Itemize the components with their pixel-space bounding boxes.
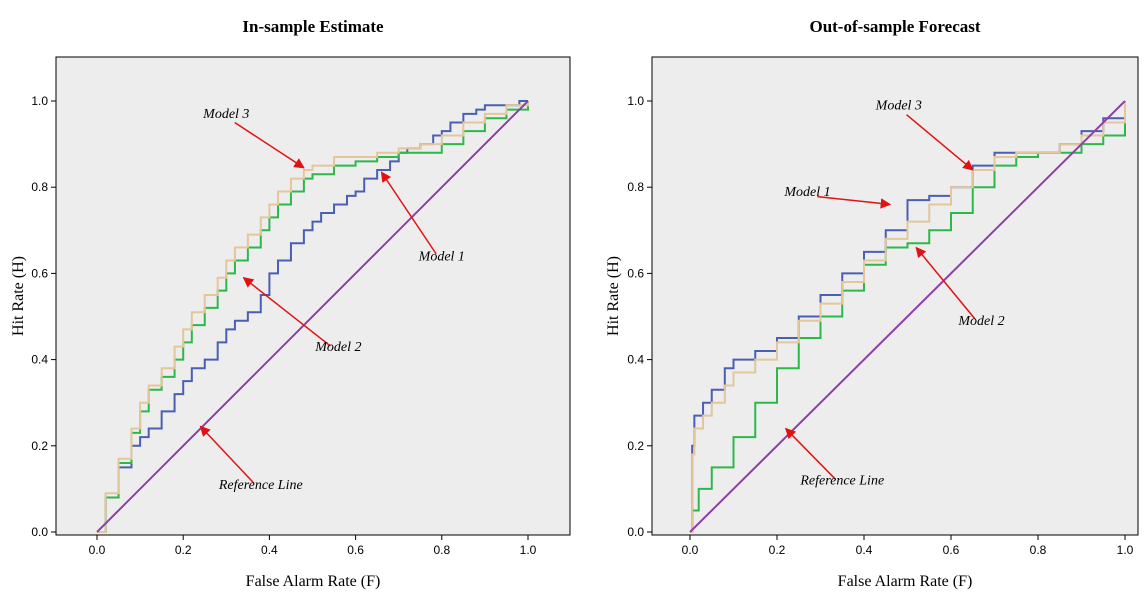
x-tick-label: 0.0 <box>682 543 699 557</box>
axis-ticks: 0.0 0.2 0.4 0.6 0.8 1.0 0.0 0.2 0.4 0.6 0.8 1.0 <box>627 94 1133 557</box>
y-tick-label: 0.6 <box>627 266 644 280</box>
y-axis-label: Hit Rate (H) <box>10 256 27 336</box>
annotation-arrow <box>242 277 331 347</box>
y-tick-label: 0.4 <box>627 353 644 367</box>
chart-title: In-sample Estimate <box>242 17 384 36</box>
annotation-label: Model 1 <box>418 249 465 264</box>
annotation-arrow <box>915 246 976 320</box>
out-of-sample-chart: Out-of-sample Forecast False Alarm Rate … <box>605 17 1139 590</box>
y-tick-label: 0.0 <box>627 525 644 539</box>
annotation-arrow <box>784 427 836 480</box>
y-axis-label: Hit Rate (H) <box>605 256 622 336</box>
annotation-label: Model 3 <box>202 107 249 122</box>
reference-line <box>689 100 1126 533</box>
y-tick-label: 0.0 <box>31 525 48 539</box>
y-tick-label: 0.2 <box>31 439 48 453</box>
model1-line <box>97 100 528 533</box>
annotation-label: Model 1 <box>783 185 830 200</box>
annotations: Model 3 Model 1 Model 2 Reference Line <box>783 99 1004 489</box>
annotation-label: Model 3 <box>875 99 922 114</box>
annotation-label: Model 2 <box>314 340 361 355</box>
y-tick-label: 1.0 <box>627 94 644 108</box>
annotation-arrow <box>380 171 437 255</box>
y-tick-label: 0.8 <box>627 180 644 194</box>
x-axis-label: False Alarm Rate (F) <box>246 573 381 590</box>
y-tick-label: 0.2 <box>627 439 644 453</box>
axis-ticks: 0.0 0.2 0.4 0.6 0.8 1.0 0.0 0.2 0.4 0.6 0.8 1.0 <box>31 94 536 557</box>
x-tick-label: 1.0 <box>520 543 537 557</box>
series-lines <box>689 100 1126 533</box>
in-sample-chart: In-sample Estimate False Alarm Rate (F) … <box>10 17 571 590</box>
annotation-label: Reference Line <box>218 478 303 493</box>
x-tick-label: 0.8 <box>1030 543 1047 557</box>
annotation-arrow <box>234 121 305 169</box>
annotation-arrow <box>906 114 974 171</box>
annotation-arrow <box>817 195 892 209</box>
annotation-arrow <box>199 425 255 484</box>
reference-line <box>96 100 529 533</box>
x-tick-label: 0.0 <box>89 543 106 557</box>
x-tick-label: 0.2 <box>175 543 192 557</box>
y-tick-label: 1.0 <box>31 94 48 108</box>
plot-area-bg <box>55 56 571 536</box>
model3-line <box>690 101 1126 533</box>
x-tick-label: 0.4 <box>856 543 873 557</box>
annotation-label: Reference Line <box>799 474 884 489</box>
y-tick-label: 0.6 <box>31 266 48 280</box>
x-tick-label: 0.8 <box>433 543 450 557</box>
x-tick-label: 1.0 <box>1117 543 1134 557</box>
annotations: Model 3 Model 1 Model 2 Reference Line <box>199 107 465 493</box>
series-lines <box>96 100 529 533</box>
x-tick-label: 0.6 <box>347 543 364 557</box>
plot-area-bg <box>651 56 1139 536</box>
x-tick-label: 0.4 <box>261 543 278 557</box>
y-tick-label: 0.8 <box>31 180 48 194</box>
y-tick-label: 0.4 <box>31 353 48 367</box>
x-tick-label: 0.6 <box>943 543 960 557</box>
chart-title: Out-of-sample Forecast <box>809 17 980 36</box>
x-tick-label: 0.2 <box>769 543 786 557</box>
annotation-label: Model 2 <box>957 314 1004 329</box>
model3-line <box>97 101 529 533</box>
x-axis-label: False Alarm Rate (F) <box>838 573 973 590</box>
